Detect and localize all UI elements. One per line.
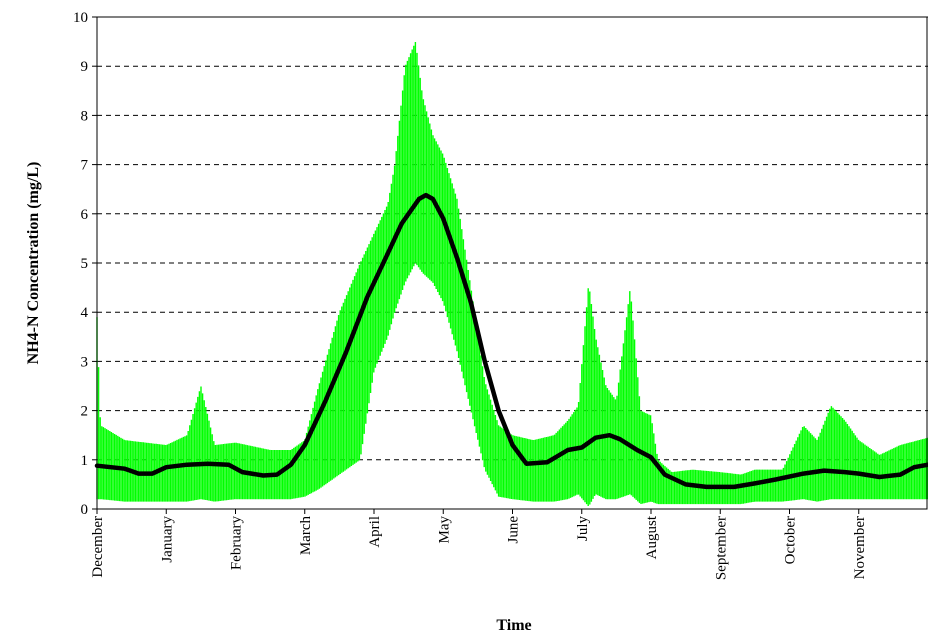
x-tick-label: September (713, 516, 729, 580)
x-tick-label: January (159, 516, 175, 563)
mean-line-layer (94, 192, 928, 490)
x-tick-labels: December January February March April May June… (90, 515, 868, 580)
x-tick-label: March (298, 516, 314, 556)
y-tick-label: 5 (81, 256, 89, 272)
x-tick-label: July (575, 516, 591, 542)
y-axis-title: NH4-N Concentration (mg/L) (25, 162, 42, 365)
x-tick-label: May (436, 516, 452, 544)
x-tick-label: February (229, 516, 245, 571)
axes (92, 16, 928, 514)
gridlines (97, 16, 928, 461)
y-tick-label: 3 (81, 354, 89, 370)
y-tick-labels: 0 1 2 3 4 5 6 7 8 9 10 (73, 10, 89, 518)
x-tick-label: June (506, 516, 522, 544)
y-tick-label: 2 (81, 404, 89, 420)
mean-line (94, 192, 928, 490)
y-tick-label: 7 (81, 158, 89, 174)
x-tick-label: October (783, 516, 799, 564)
y-tick-label: 1 (81, 453, 89, 469)
y-tick-label: 6 (81, 207, 89, 223)
range-band-layer (96, 42, 928, 506)
x-tick-label: April (367, 516, 383, 548)
x-tick-label: November (852, 516, 868, 579)
y-tick-label: 9 (81, 59, 89, 75)
y-tick-label: 10 (73, 10, 88, 26)
y-tick-label: 4 (81, 305, 89, 321)
range-band (96, 42, 928, 506)
x-axis-title: Time (496, 617, 531, 634)
y-tick-label: 8 (81, 108, 89, 124)
x-tick-label: August (644, 515, 660, 559)
y-tick-label: 0 (81, 502, 89, 518)
x-tick-label: December (90, 516, 106, 578)
